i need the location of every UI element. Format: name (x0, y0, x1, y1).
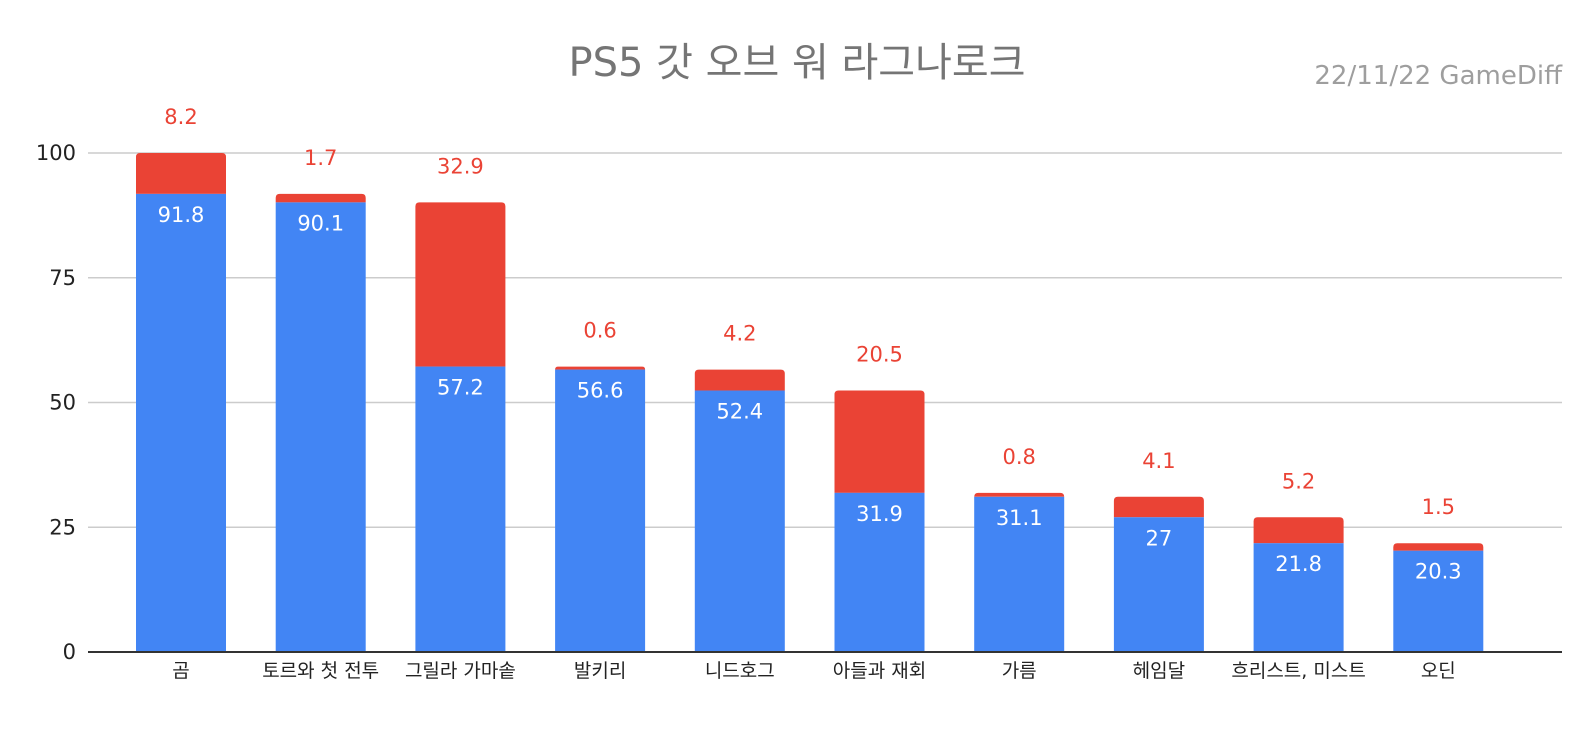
y-tick-label: 50 (49, 391, 76, 415)
data-label-series-2: 5.2 (1282, 469, 1315, 493)
data-label-series-2: 1.5 (1422, 495, 1455, 519)
y-tick-label: 100 (36, 141, 76, 165)
x-tick-label: 아들과 재회 (833, 660, 926, 682)
data-label-series-1: 91.8 (158, 203, 205, 227)
axes: 0 25 50 75 100 곰 토르와 첫 전투 그릴라 가마솥 발키리 니드호그 아들과 재회 가… (36, 141, 1562, 682)
data-label-series-2: 8.2 (164, 105, 197, 129)
x-tick-label: 오딘 (1421, 660, 1456, 682)
bars (136, 153, 1484, 652)
bar-segment-series-2 (694, 369, 785, 391)
bar-segment-series-2 (834, 390, 925, 493)
x-tick-label: 헤임달 (1133, 660, 1185, 682)
bar-segment-series-1 (1253, 543, 1344, 652)
bar-segment-series-2 (974, 492, 1065, 497)
data-label-series-2: 0.8 (1002, 445, 1035, 469)
bar-segment-series-2 (1253, 517, 1344, 544)
bar-segment-series-1 (1393, 550, 1484, 652)
data-label-series-1: 52.4 (716, 400, 763, 424)
x-tick-label: 가름 (1002, 660, 1037, 682)
data-label-series-1: 56.6 (577, 379, 624, 403)
bar-segment-series-2 (136, 153, 226, 194)
data-label-series-2: 32.9 (437, 154, 484, 178)
data-label-series-2: 0.6 (583, 319, 616, 343)
data-label-series-2: 4.2 (723, 322, 756, 346)
bar-segment-series-2 (555, 366, 646, 370)
data-label-series-1: 21.8 (1275, 552, 1322, 576)
bar-segment-series-1 (694, 390, 785, 652)
data-label-series-1: 57.2 (437, 376, 484, 400)
data-label-series-1: 31.9 (856, 502, 903, 526)
x-tick-label: 니드호그 (705, 660, 775, 682)
bar-segment-series-1 (834, 492, 925, 652)
bar-segment-series-2 (415, 202, 506, 367)
bar-segment-series-2 (1113, 496, 1204, 518)
bar-segment-series-1 (1113, 517, 1204, 652)
x-tick-label: 발키리 (574, 660, 626, 682)
bar-segment-series-1 (974, 496, 1065, 652)
x-tick-label: 그릴라 가마솥 (405, 660, 516, 682)
y-tick-label: 0 (63, 640, 76, 664)
bar-segment-series-1 (555, 369, 646, 652)
bar-segment-series-2 (275, 193, 366, 203)
data-label-series-1: 20.3 (1415, 560, 1462, 584)
x-tick-label: 흐리스트, 미스트 (1231, 660, 1365, 682)
bar-segment-series-1 (415, 366, 506, 652)
y-tick-label: 75 (49, 266, 76, 290)
data-label-series-1: 27 (1146, 526, 1173, 550)
data-label-series-1: 90.1 (297, 211, 344, 235)
data-label-series-2: 4.1 (1142, 449, 1175, 473)
bar-segment-series-1 (275, 202, 366, 652)
chart-title: PS5 갓 오브 워 라그나로크 (568, 40, 1025, 86)
bar-segment-series-2 (1393, 543, 1484, 551)
y-tick-label: 25 (49, 515, 76, 539)
x-tick-label: 곰 (172, 660, 189, 682)
chart-subtitle: 22/11/22 GameDiff (1314, 61, 1563, 91)
data-label-series-2: 1.7 (304, 146, 337, 170)
x-tick-label: 토르와 첫 전투 (262, 660, 379, 682)
data-labels: 91.8 8.2 90.1 1.7 57.2 32.9 56.6 0.6 52.4 4.2 31.9… (158, 105, 1462, 584)
data-label-series-1: 31.1 (996, 506, 1043, 530)
bar-segment-series-1 (136, 193, 226, 652)
data-label-series-2: 20.5 (856, 343, 903, 367)
